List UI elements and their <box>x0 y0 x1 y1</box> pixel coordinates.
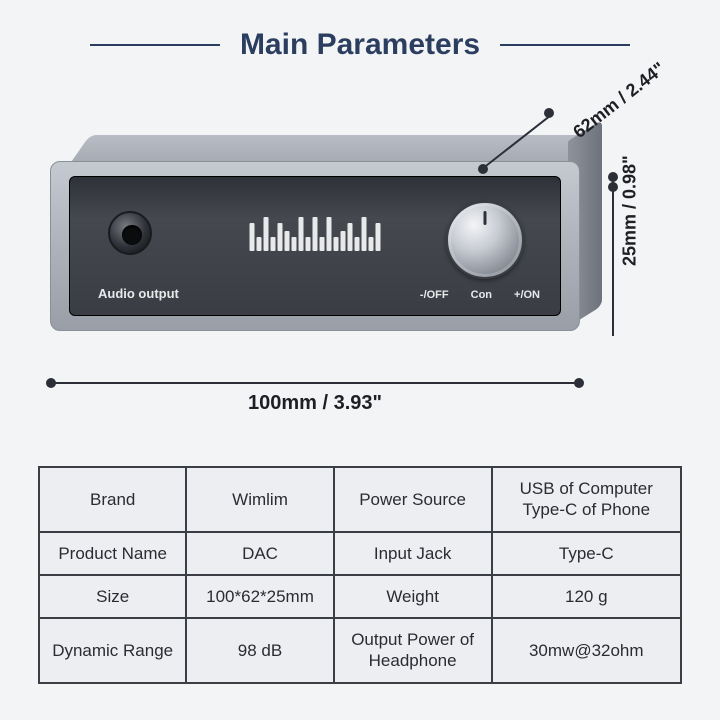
logo-bar <box>299 217 304 251</box>
logo-bar <box>271 237 276 251</box>
device-illustration: Audio output -/OFF Con +/ON <box>50 161 580 351</box>
knob-label-center: Con <box>471 289 492 301</box>
brand-logo <box>250 217 381 251</box>
logo-bar <box>250 223 255 251</box>
dimension-endpoint <box>608 172 618 182</box>
logo-bar <box>376 223 381 251</box>
logo-bar <box>348 223 353 251</box>
table-cell: Size <box>39 575 186 618</box>
dimension-height-label: 25mm / 0.98" <box>620 155 641 266</box>
spec-table: BrandWimlimPower SourceUSB of ComputerTy… <box>38 466 682 684</box>
table-cell: 98 dB <box>186 618 333 683</box>
logo-bar <box>313 217 318 251</box>
logo-bar <box>264 217 269 251</box>
title-rule-left <box>90 44 220 46</box>
audio-output-label: Audio output <box>98 286 179 301</box>
table-cell: Wimlim <box>186 467 333 532</box>
knob-labels: -/OFF Con +/ON <box>420 289 540 301</box>
logo-bar <box>320 237 325 251</box>
logo-bar <box>257 237 262 251</box>
dimension-endpoint <box>608 182 618 192</box>
title-rule-right <box>500 44 630 46</box>
logo-bar <box>278 223 283 251</box>
table-cell: Output Power of Headphone <box>334 618 492 683</box>
dimension-line <box>50 382 580 384</box>
logo-bar <box>369 237 374 251</box>
table-cell: Type-C <box>492 532 681 575</box>
logo-bar <box>334 237 339 251</box>
dimension-width: 100mm / 3.93" <box>50 372 580 412</box>
dimension-line <box>612 176 614 336</box>
logo-bar <box>327 217 332 251</box>
dimension-endpoint <box>46 378 56 388</box>
table-cell: Dynamic Range <box>39 618 186 683</box>
dimension-endpoint <box>544 108 554 118</box>
table-cell: 100*62*25mm <box>186 575 333 618</box>
title-row: Main Parameters <box>0 28 720 62</box>
table-row: BrandWimlimPower SourceUSB of ComputerTy… <box>39 467 681 532</box>
volume-knob-icon <box>446 201 524 279</box>
logo-bar <box>285 231 290 251</box>
dimension-endpoint <box>478 164 488 174</box>
table-row: Product NameDACInput JackType-C <box>39 532 681 575</box>
knob-label-off: -/OFF <box>420 289 449 301</box>
dimension-depth-label: 62mm / 2.44" <box>569 58 669 143</box>
device-front-face: Audio output -/OFF Con +/ON <box>50 161 580 331</box>
logo-bar <box>355 237 360 251</box>
table-cell: Brand <box>39 467 186 532</box>
table-cell: Product Name <box>39 532 186 575</box>
dimension-width-label: 100mm / 3.93" <box>248 392 382 415</box>
table-row: Dynamic Range98 dBOutput Power of Headph… <box>39 618 681 683</box>
table-cell: DAC <box>186 532 333 575</box>
logo-bar <box>362 217 367 251</box>
page-title: Main Parameters <box>240 28 480 62</box>
knob-label-on: +/ON <box>514 289 540 301</box>
logo-bar <box>341 231 346 251</box>
table-cell: 30mw@32ohm <box>492 618 681 683</box>
device-stage: Audio output -/OFF Con +/ON 100mm / 3.93… <box>40 96 680 426</box>
logo-bar <box>306 237 311 251</box>
table-cell: 120 g <box>492 575 681 618</box>
logo-bar <box>292 237 297 251</box>
device-front-panel: Audio output -/OFF Con +/ON <box>69 176 561 316</box>
dimension-height: 25mm / 0.98" <box>602 176 662 356</box>
table-cell: Input Jack <box>334 532 492 575</box>
table-cell: Power Source <box>334 467 492 532</box>
dimension-endpoint <box>574 378 584 388</box>
table-cell: Weight <box>334 575 492 618</box>
table-row: Size100*62*25mmWeight120 g <box>39 575 681 618</box>
headphone-jack-icon <box>108 211 152 255</box>
table-cell: USB of ComputerType-C of Phone <box>492 467 681 532</box>
